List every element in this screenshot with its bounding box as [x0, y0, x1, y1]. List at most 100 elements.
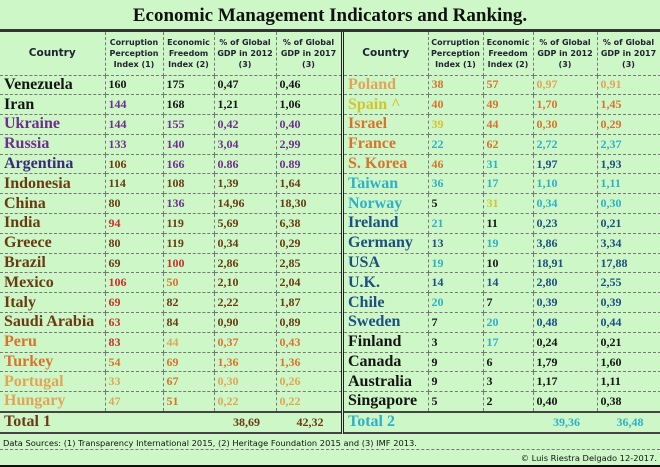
cell-cpi: 47 — [105, 391, 164, 413]
table-row: U.K. 14 14 2,80 2,55 — [344, 272, 660, 294]
table-row: Canada 9 6 1,79 1,60 — [344, 352, 660, 373]
cell-efi: 6 — [483, 352, 534, 373]
cell-gdp-2012: 1,39 — [214, 173, 277, 195]
cell-cpi: 3 — [428, 332, 484, 353]
cell-cpi: 106 — [105, 154, 164, 175]
cell-cpi: 33 — [105, 371, 164, 393]
cell-country: Italy — [0, 292, 106, 314]
cell-gdp-2017: 0,21 — [597, 213, 660, 234]
cell-gdp-2012: 3,04 — [214, 134, 277, 155]
cell-efi: 82 — [163, 292, 215, 314]
table-row: Germany 13 19 3,86 3,34 — [344, 233, 660, 254]
cell-gdp-2012: 0,39 — [533, 292, 598, 314]
cell-efi: 62 — [483, 134, 534, 155]
left-table-panel: Country Corruption Perception Index (1) … — [0, 32, 342, 434]
total-row: Total 2 39,36 36,48 — [344, 410, 660, 434]
cell-cpi: 94 — [105, 213, 164, 234]
cell-efi: 67 — [163, 371, 215, 393]
table-row: Hungary 47 51 0,22 0,22 — [0, 391, 342, 413]
cell-country: Germany — [344, 233, 429, 254]
cell-cpi: 54 — [105, 352, 164, 373]
total-gdp-2017: 42,32 — [276, 410, 341, 434]
table-row: Saudi Arabia 63 84 0,90 0,89 — [0, 312, 342, 333]
cell-country: Chile — [344, 292, 429, 314]
total-row: Total 1 38,69 42,32 — [0, 410, 341, 434]
cell-cpi: 5 — [428, 193, 484, 215]
cell-efi: 108 — [163, 173, 215, 195]
cell-gdp-2012: 1,21 — [214, 94, 277, 116]
cell-cpi: 22 — [428, 134, 484, 155]
header-cpi: Corruption Perception Index (1) — [105, 32, 164, 76]
cell-gdp-2012: 0,24 — [533, 332, 598, 353]
cell-gdp-2017: 0,29 — [597, 114, 660, 135]
cell-cpi: 21 — [428, 213, 484, 234]
table-row: Ukraine 144 155 0,42 0,40 — [0, 114, 342, 135]
cell-country: India — [0, 213, 106, 234]
cell-country: Saudi Arabia — [0, 312, 106, 333]
table-row: France 22 62 2,72 2,37 — [344, 134, 660, 155]
cell-cpi: 80 — [105, 233, 164, 254]
cell-gdp-2017: 0,21 — [597, 332, 660, 353]
cell-efi: 14 — [483, 272, 534, 294]
cell-efi: 44 — [483, 114, 534, 135]
cell-gdp-2012: 1,97 — [533, 154, 598, 175]
cell-country: Russia — [0, 134, 106, 155]
cell-country: Indonesia — [0, 173, 106, 195]
total-gdp-2012: 38,69 — [214, 410, 276, 434]
cell-gdp-2017: 3,34 — [597, 233, 660, 254]
cell-country: China — [0, 193, 106, 215]
cell-gdp-2012: 2,72 — [533, 134, 598, 155]
header-row: Country Corruption Perception Index (1) … — [0, 32, 342, 76]
cell-cpi: 80 — [105, 193, 164, 215]
table-row: Venezuela 160 175 0,47 0,46 — [0, 75, 342, 96]
right-ranking-table: Country Corruption Perception Index (1) … — [344, 32, 660, 434]
cell-cpi: 144 — [105, 114, 164, 135]
cell-cpi: 114 — [105, 173, 164, 195]
cell-gdp-2017: 1,36 — [276, 352, 342, 373]
table-row: Portugal 33 67 0,30 0,26 — [0, 371, 342, 393]
table-row: Taiwan 36 17 1,10 1,11 — [344, 173, 660, 195]
cell-country: Venezuela — [0, 75, 106, 96]
cell-country: Israel — [344, 114, 429, 135]
cell-gdp-2012: 5,69 — [214, 213, 277, 234]
cell-cpi: 19 — [428, 253, 484, 274]
cell-efi: 84 — [163, 312, 215, 333]
cell-cpi: 46 — [428, 154, 484, 175]
cell-gdp-2017: 0,39 — [597, 292, 660, 314]
cell-country: France — [344, 134, 429, 155]
table-row: Spain ^ 40 49 1,70 1,45 — [344, 94, 660, 116]
cell-cpi: 20 — [428, 292, 484, 314]
cell-cpi: 144 — [105, 94, 164, 116]
cell-country: Poland — [344, 75, 429, 96]
table-row: Sweden 7 20 0,48 0,44 — [344, 312, 660, 333]
cell-cpi: 9 — [428, 352, 484, 373]
cell-gdp-2012: 0,34 — [533, 193, 598, 215]
cell-country: Singapore — [344, 391, 429, 413]
table-row: Chile 20 7 0,39 0,39 — [344, 292, 660, 314]
cell-gdp-2012: 0,34 — [214, 233, 277, 254]
cell-cpi: 40 — [428, 94, 484, 116]
copyright-note: © Luis Riestra Delgado 12-2017. — [520, 453, 657, 463]
cell-country: Portugal — [0, 371, 106, 393]
cell-gdp-2012: 0,40 — [533, 391, 598, 413]
cell-country: Ukraine — [0, 114, 106, 135]
cell-gdp-2017: 0,43 — [276, 332, 342, 353]
table-row: Finland 3 17 0,24 0,21 — [344, 332, 660, 353]
cell-efi: 51 — [163, 391, 215, 413]
table-row: Indonesia 114 108 1,39 1,64 — [0, 173, 342, 195]
cell-gdp-2017: 6,38 — [276, 213, 342, 234]
cell-gdp-2017: 0,30 — [597, 193, 660, 215]
table-row: Peru 83 44 0,37 0,43 — [0, 332, 342, 353]
cell-efi: 136 — [163, 193, 215, 215]
cell-gdp-2017: 2,37 — [597, 134, 660, 155]
cell-efi: 119 — [163, 213, 215, 234]
table-row: Russia 133 140 3,04 2,99 — [0, 134, 342, 155]
header-cpi: Corruption Perception Index (1) — [428, 32, 484, 76]
table-row: Ireland 21 11 0,23 0,21 — [344, 213, 660, 234]
cell-country: Mexico — [0, 272, 106, 294]
cell-gdp-2012: 18,91 — [533, 253, 598, 274]
cell-efi: 140 — [163, 134, 215, 155]
cell-country: S. Korea — [344, 154, 429, 175]
cell-cpi: 9 — [428, 371, 484, 393]
cell-gdp-2012: 0,37 — [214, 332, 277, 353]
